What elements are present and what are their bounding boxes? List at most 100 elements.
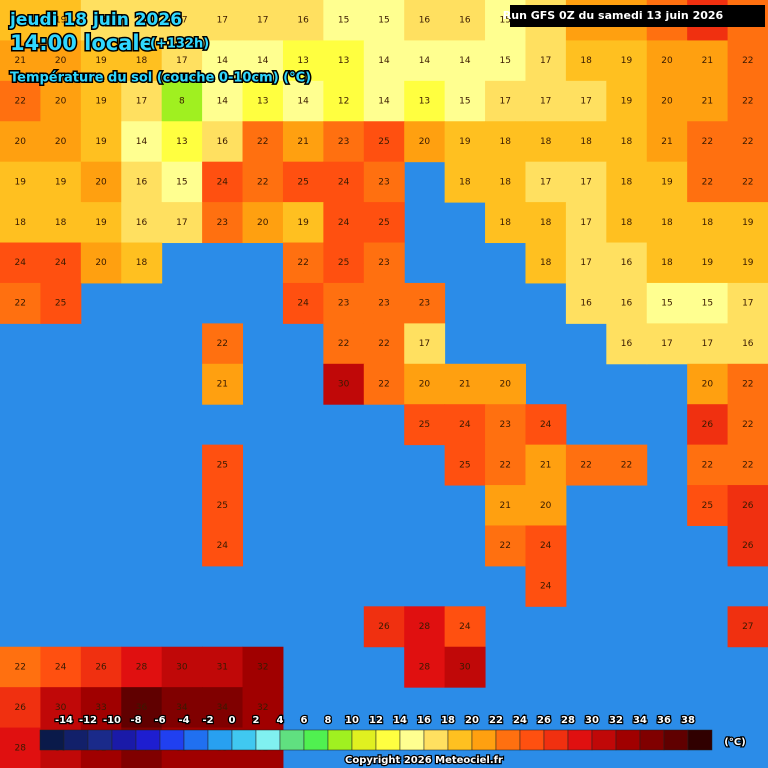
temperature-value: 21 [217,380,228,390]
temperature-cell [646,121,688,163]
temperature-value: 24 [459,622,471,632]
legend-tick-label: 30 [585,715,599,726]
temperature-value: 20 [55,97,67,107]
temperature-cell [323,121,365,163]
temperature-value: 25 [55,299,66,309]
temperature-cell [40,202,82,244]
legend-swatch [495,729,521,751]
temperature-value: 25 [217,501,228,511]
temperature-cell [242,687,284,729]
temperature-cell [363,161,405,203]
temperature-value: 13 [419,97,430,107]
temperature-cell [444,646,486,688]
temperature-cell [121,121,163,163]
temperature-value: 20 [661,56,673,66]
temperature-value: 20 [661,97,673,107]
temperature-value: 18 [540,258,552,268]
temperature-cell [363,363,405,405]
temperature-value: 13 [176,137,187,147]
temperature-cell [485,404,526,446]
temperature-cell [80,121,122,163]
temperature-value: 12 [338,97,349,107]
temperature-cell [687,161,729,203]
legend-swatch [399,729,425,751]
legend-swatch [471,729,497,751]
temperature-cell [40,161,82,203]
temperature-value: 25 [217,460,228,470]
temperature-cell [687,444,729,486]
temperature-cell [444,606,486,648]
temperature-value: 16 [621,258,633,268]
legend-tick-label: 16 [417,715,431,726]
temperature-value: 26 [702,420,714,430]
temperature-value: 22 [742,137,753,147]
temperature-value: 20 [257,218,269,228]
temperature-cell [525,444,567,486]
temperature-cell [161,687,203,729]
temperature-cell [525,242,567,284]
legend-tick-label: 20 [465,715,479,726]
temperature-value: 14 [297,97,309,107]
temperature-cell [525,80,567,122]
temperature-cell [646,40,688,82]
legend-swatch [183,729,209,751]
temperature-cell [363,282,405,324]
temperature-cell [202,363,244,405]
temperature-cell [687,40,729,82]
temperature-cell [525,161,567,203]
temperature-value: 21 [702,56,713,66]
temperature-cell [202,646,244,688]
temperature-cell [323,80,365,122]
legend-tick-label: 22 [489,715,503,726]
temperature-value: 18 [55,218,67,228]
temperature-cell [485,363,526,405]
temperature-cell [282,161,324,203]
temperature-cell [727,606,768,648]
temperature-value: 18 [661,218,673,228]
temperature-value: 18 [621,177,633,187]
temperature-cell [323,40,365,82]
temperature-value: 24 [55,258,67,268]
temperature-value: 28 [14,743,26,753]
temperature-cell [80,202,122,244]
temperature-value: 22 [742,56,753,66]
temperature-value: 22 [500,460,511,470]
temperature-value: 20 [55,56,67,66]
legend-swatch [255,729,281,751]
temperature-cell [404,646,446,688]
temperature-cell [323,202,365,244]
forecast-lead: (+132h) [150,37,209,52]
temperature-value: 19 [95,137,107,147]
temperature-cell [0,161,41,203]
temperature-value: 18 [621,218,633,228]
temperature-cell [363,121,405,163]
copyright: Copyright 2026 Meteociel.fr [345,755,503,766]
temperature-cell [485,202,526,244]
temperature-cell [121,40,163,82]
temperature-cell [727,485,768,526]
temperature-cell [646,323,688,365]
temperature-cell [323,282,365,324]
temperature-value: 22 [702,460,713,470]
temperature-value: 19 [742,258,754,268]
temperature-value: 16 [459,16,471,26]
temperature-value: 25 [378,137,389,147]
legend-swatch [207,729,233,751]
temperature-cell [282,202,324,244]
temperature-value: 22 [257,177,268,187]
temperature-cell [444,404,486,446]
temperature-value: 14 [257,56,269,66]
temperature-value: 18 [540,218,552,228]
temperature-value: 13 [257,97,268,107]
temperature-cell [363,606,405,648]
legend-tick-label: 6 [301,715,308,726]
temperature-cell [727,161,768,203]
temperature-cell [404,121,446,163]
temperature-value: 18 [459,177,471,187]
temperature-value: 22 [621,460,632,470]
legend-tick-label: 36 [657,715,671,726]
temperature-cell [606,80,648,122]
legend-tick-label: 32 [609,715,623,726]
temperature-cell [40,80,82,122]
